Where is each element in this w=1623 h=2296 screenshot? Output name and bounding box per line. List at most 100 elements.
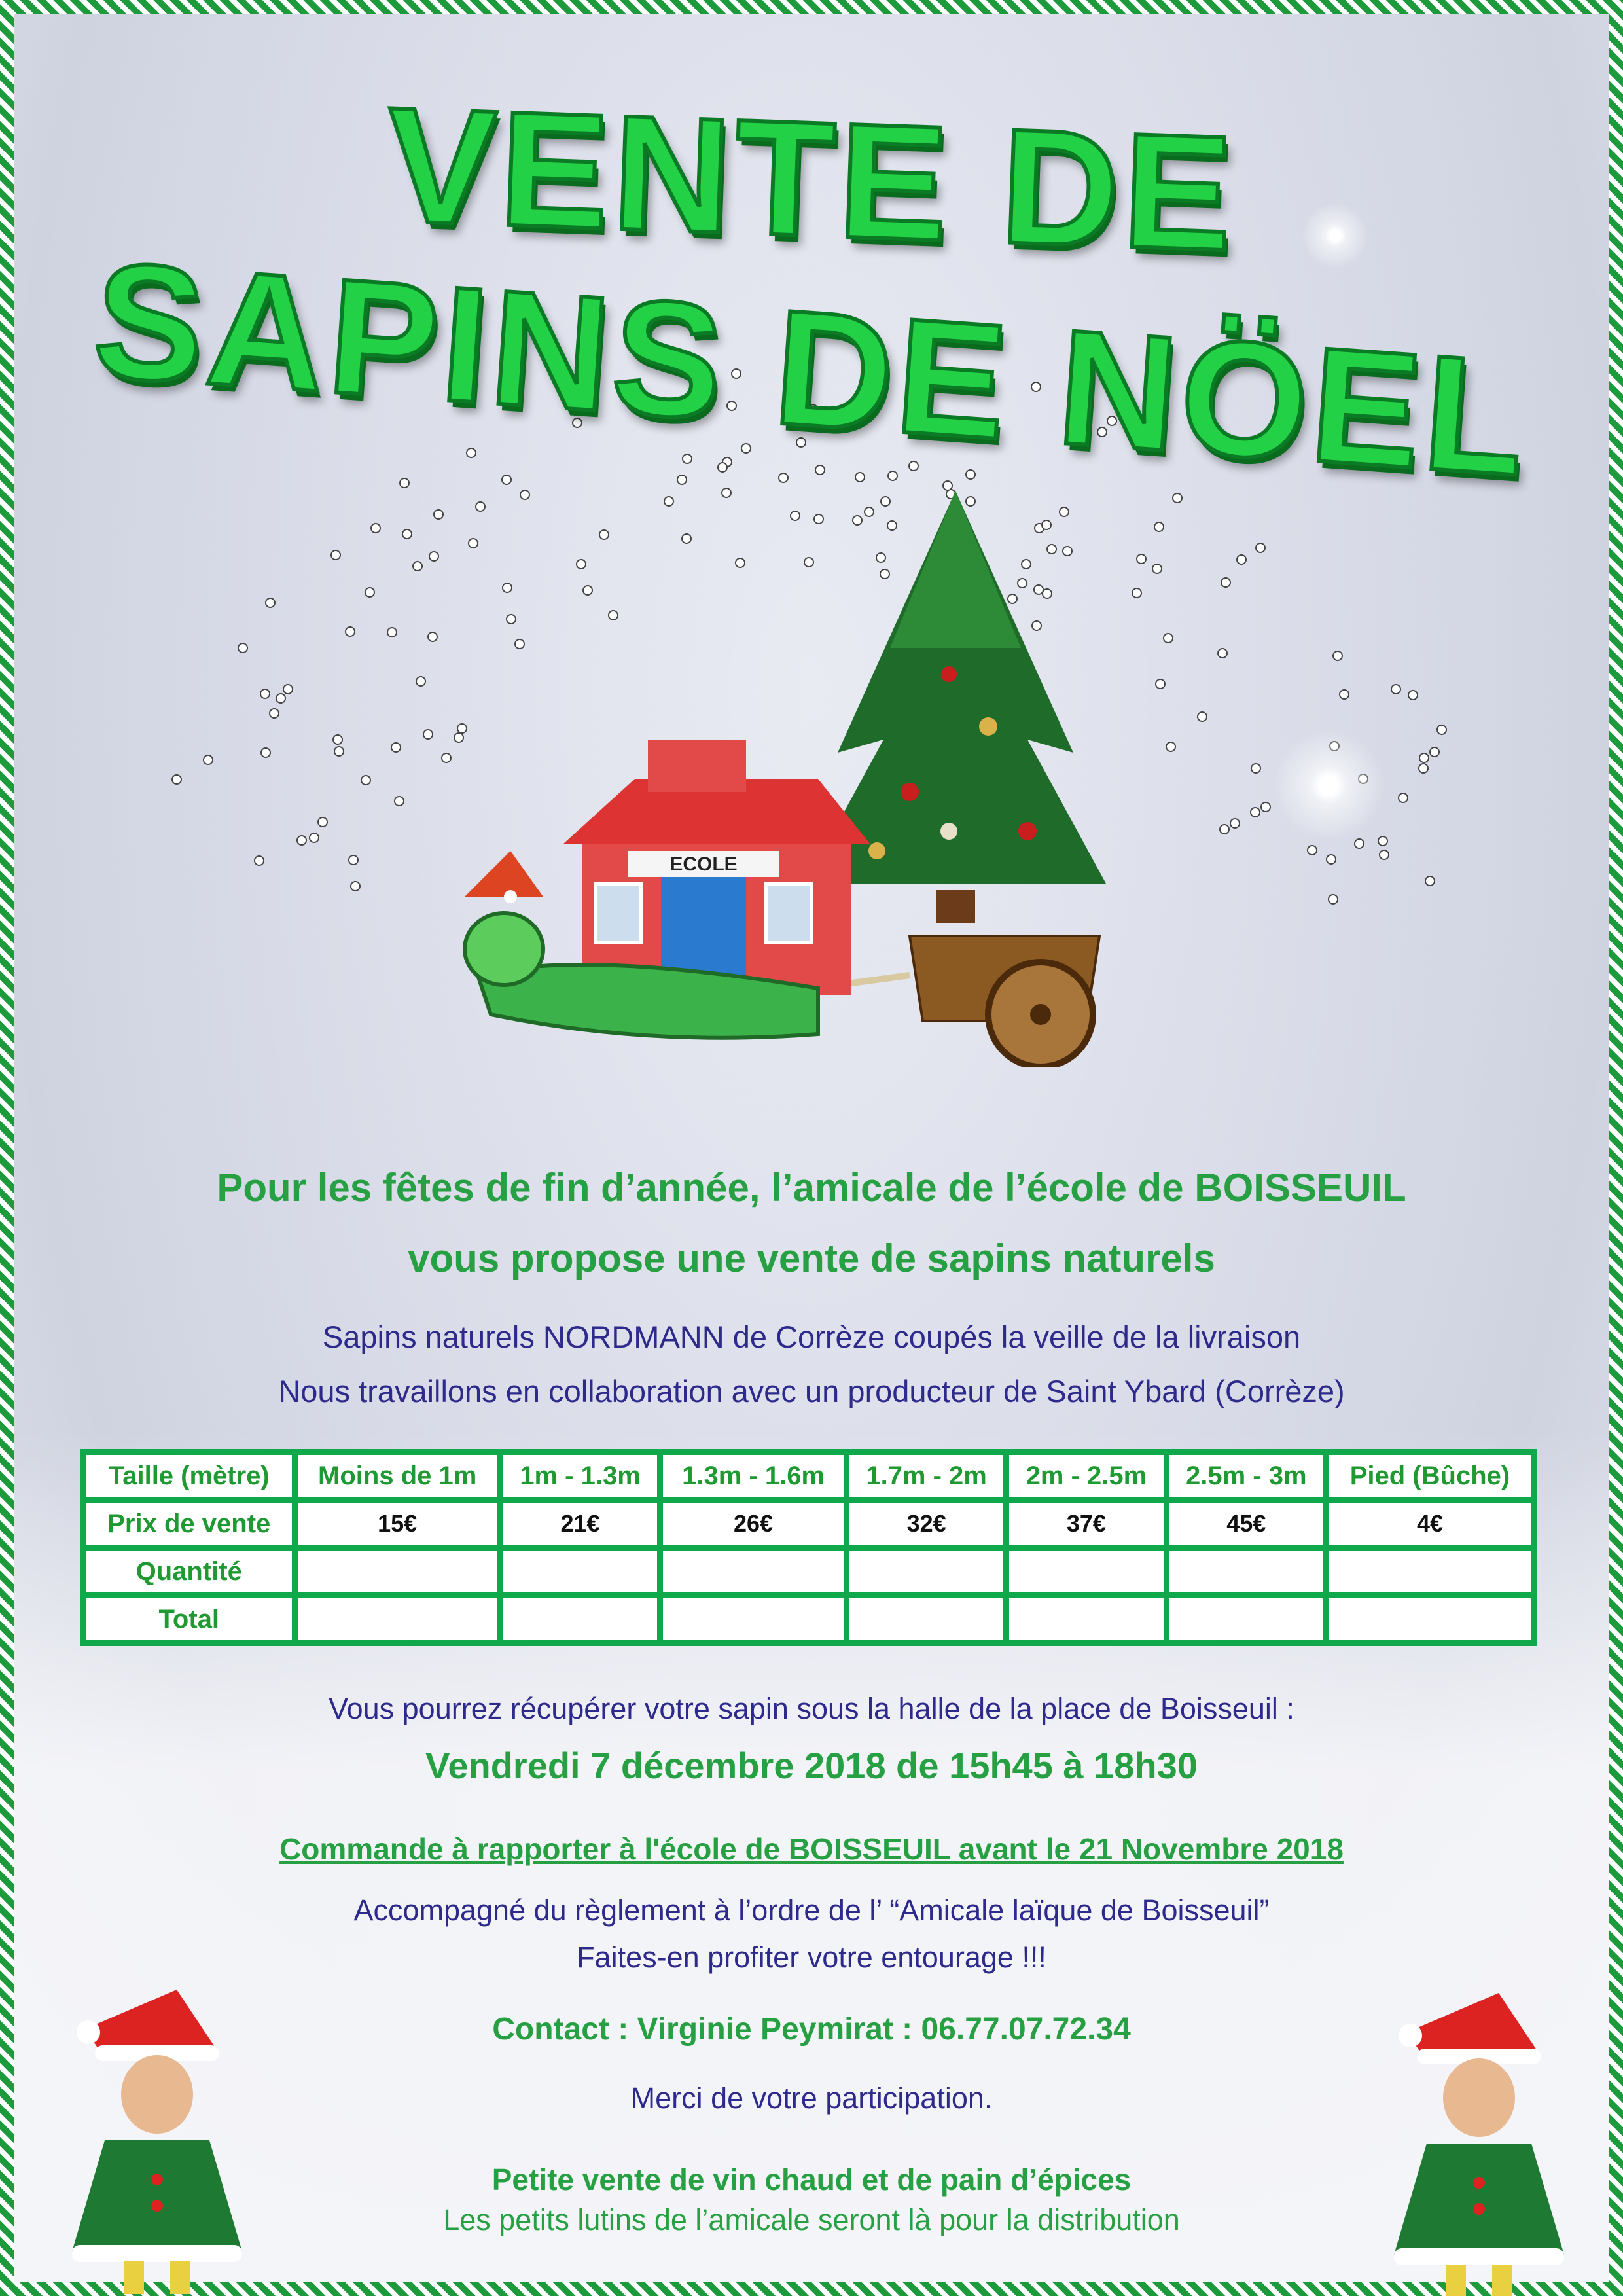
snowflake-dot xyxy=(1163,633,1174,644)
snowflake-dot xyxy=(433,509,444,520)
snowflake-dot xyxy=(852,515,863,526)
total-cell[interactable] xyxy=(657,1592,849,1646)
size-header: Taille (mètre) xyxy=(80,1449,298,1503)
details-line-1: Sapins naturels NORDMANN de Corrèze coup… xyxy=(322,1319,1301,1354)
snowflake-dot xyxy=(965,495,976,507)
snowflake-dot xyxy=(1407,690,1418,701)
school-sign: ECOLE xyxy=(669,853,737,875)
snowflake-dot xyxy=(1017,577,1028,588)
snowflake-dot xyxy=(599,529,610,541)
pickup-date: Vendredi 7 décembre 2018 de 15h45 à 18h3… xyxy=(425,1745,1198,1786)
details-line-2: Nous travaillons en collaboration avec u… xyxy=(278,1374,1345,1408)
snowflake-dot xyxy=(453,732,464,743)
snowflake-dot xyxy=(501,475,512,486)
quantity-cell[interactable] xyxy=(291,1545,503,1598)
snowflake-dot xyxy=(330,550,341,561)
school-icon: ECOLE xyxy=(563,740,870,995)
snowflake-dot xyxy=(572,418,583,429)
table-row: Total xyxy=(80,1592,1537,1646)
total-cell[interactable] xyxy=(497,1592,664,1646)
snowflake-dot xyxy=(282,684,293,695)
size-cell: 2.5m - 3m xyxy=(1163,1449,1329,1503)
snowflake-dot xyxy=(1418,762,1429,774)
snowflake-dot xyxy=(735,558,746,569)
snowflake-dot xyxy=(171,774,182,785)
snowflake-dot xyxy=(416,675,426,687)
snowflake-dot xyxy=(879,568,890,579)
quantity-cell[interactable] xyxy=(843,1545,1010,1598)
total-cell[interactable] xyxy=(1163,1592,1329,1646)
snowflake-dot xyxy=(1197,711,1208,723)
snowflake-dot xyxy=(804,557,815,568)
total-cell[interactable] xyxy=(1323,1592,1537,1646)
quantity-label: Quantité xyxy=(80,1545,298,1598)
snowflake-dot xyxy=(942,480,953,492)
snowflake-dot xyxy=(607,610,618,621)
share-line: Faites-en profiter votre entourage !!! xyxy=(577,1941,1046,1974)
quantity-cell[interactable] xyxy=(1003,1545,1169,1598)
total-cell[interactable] xyxy=(1003,1592,1169,1646)
snowflake-dot xyxy=(317,817,329,828)
snowflake-dot xyxy=(370,523,381,534)
snowflake-dot xyxy=(344,626,355,637)
snowflake-dot xyxy=(1398,792,1409,803)
snowflake-dot xyxy=(514,639,526,650)
size-cell: 1.7m - 2m xyxy=(843,1449,1010,1503)
snowflake-dot xyxy=(429,550,440,562)
snowflake-dot xyxy=(1328,894,1339,905)
snowflake-dot xyxy=(465,448,476,459)
snowflake-dot xyxy=(1436,724,1448,735)
price-table: Taille (mètre) Moins de 1m 1m - 1.3m 1.3… xyxy=(80,1449,1537,1646)
snowflake-dot xyxy=(259,689,270,700)
snowflake-dot xyxy=(399,478,410,489)
price-label: Prix de vente xyxy=(80,1497,298,1551)
snowflake-dot xyxy=(1217,647,1228,658)
snowflake-dot xyxy=(965,469,976,480)
snowflake-dot xyxy=(333,746,344,757)
quantity-cell[interactable] xyxy=(1323,1545,1537,1598)
snowflake-dot xyxy=(815,465,826,476)
sparkle-icon xyxy=(1263,720,1394,851)
snowflake-dot xyxy=(878,377,889,388)
snowflake-dot xyxy=(254,855,265,867)
snowflake-dot xyxy=(854,471,865,482)
contact-line: Contact : Virginie Peymirat : 06.77.07.7… xyxy=(492,2012,1131,2047)
snowflake-dot xyxy=(664,495,675,507)
snowflake-dot xyxy=(796,437,807,448)
snowflake-dot xyxy=(349,881,361,892)
snowflake-dot xyxy=(238,643,249,654)
snowflake-dot xyxy=(1153,521,1164,532)
extra-line-1: Petite vente de vin chaud et de pain d’é… xyxy=(491,2162,1132,2197)
order-deadline: Commande à rapporter à l'école de BOISSE… xyxy=(279,1832,1344,1866)
snowflake-dot xyxy=(1096,427,1107,438)
snowflake-dot xyxy=(427,632,438,643)
total-cell[interactable] xyxy=(291,1592,503,1646)
snowflake-dot xyxy=(505,614,516,625)
snowflake-dot xyxy=(777,473,789,484)
quantity-cell[interactable] xyxy=(497,1545,664,1598)
snowflake-dot xyxy=(1058,506,1069,517)
snowflake-dot xyxy=(676,475,687,486)
snowflake-dot xyxy=(582,584,594,596)
snowflake-dot xyxy=(700,381,711,392)
snowflake-dot xyxy=(880,495,891,507)
snowflake-dot xyxy=(740,443,751,454)
snowflake-dot xyxy=(813,514,825,525)
snowflake-dot xyxy=(520,489,531,500)
snowflake-dot xyxy=(887,520,898,531)
total-cell[interactable] xyxy=(843,1592,1010,1646)
snowflake-dot xyxy=(308,833,319,844)
table-row: Taille (mètre) Moins de 1m 1m - 1.3m 1.3… xyxy=(80,1449,1537,1503)
quantity-cell[interactable] xyxy=(1163,1545,1329,1598)
snowflake-dot xyxy=(1041,520,1052,531)
snowflake-dot xyxy=(1062,545,1073,556)
snowflake-dot xyxy=(265,597,276,608)
quantity-cell[interactable] xyxy=(657,1545,849,1598)
snowflake-dot xyxy=(475,501,486,512)
snowflake-dot xyxy=(360,775,371,786)
snowflake-dot xyxy=(502,582,513,593)
snowflake-dot xyxy=(412,560,423,571)
snowflake-dot xyxy=(1152,563,1163,574)
snowflake-dot xyxy=(1031,620,1043,631)
